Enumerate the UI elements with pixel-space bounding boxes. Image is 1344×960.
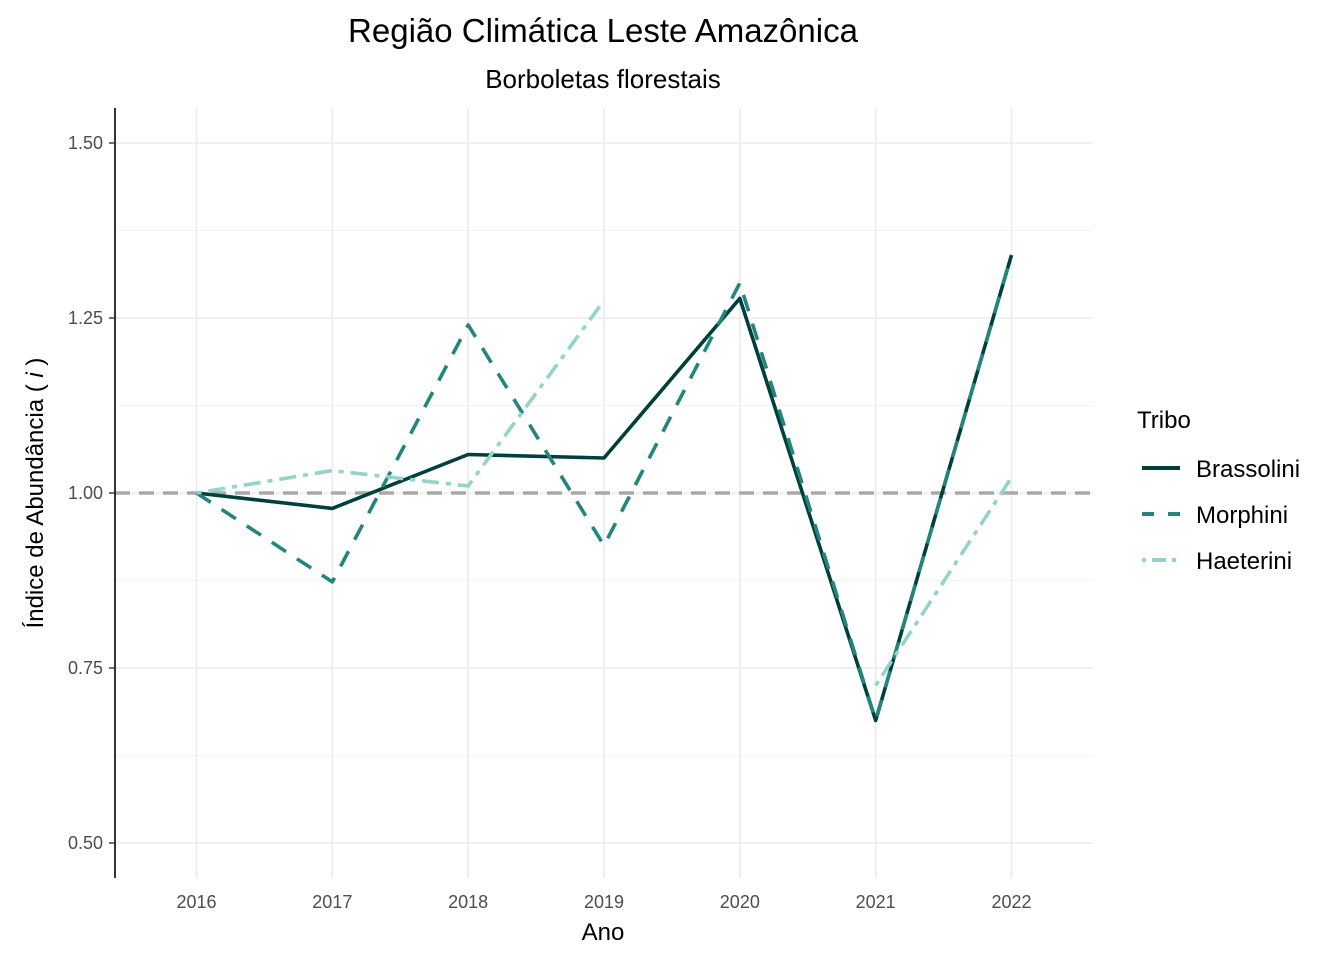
y-tick-label: 0.50: [68, 833, 103, 853]
series-line-haeterini: [196, 299, 606, 495]
y-tick-label: 1.50: [68, 133, 103, 153]
series-line-brassolini: [196, 254, 1014, 723]
series-line-haeterini: [874, 476, 1014, 687]
x-tick-label: 2022: [991, 892, 1031, 912]
legend-title: Tribo: [1137, 407, 1191, 434]
y-axis-title: Índice de Abundância ( i ): [22, 358, 49, 629]
y-axis-title-italic: i: [22, 372, 49, 378]
y-tick-label: 1.25: [68, 308, 103, 328]
y-tick-label: 1.00: [68, 483, 103, 503]
x-tick-label: 2018: [448, 892, 488, 912]
x-axis-title: Ano: [582, 919, 625, 946]
legend-label-brassolini: Brassolini: [1196, 456, 1300, 483]
series-line-morphini: [195, 254, 1014, 723]
x-tick-label: 2019: [584, 892, 624, 912]
y-axis-title-suffix: ): [22, 358, 49, 373]
series-lines: [195, 254, 1014, 723]
legend-label-haeterini: Haeterini: [1196, 548, 1292, 575]
y-axis-title-prefix: Índice de Abundância (: [22, 378, 49, 629]
chart-title: Região Climática Leste Amazônica: [348, 12, 859, 49]
x-tick-label: 2020: [720, 892, 760, 912]
legend-label-morphini: Morphini: [1196, 502, 1288, 529]
x-tick-labels: 2016 2017 2018 2019 2020 2021 2022: [176, 892, 1031, 912]
x-tick-label: 2021: [856, 892, 896, 912]
chart-subtitle: Borboletas florestais: [485, 64, 721, 94]
y-tick-labels: 0.50 0.75 1.00 1.25 1.50: [68, 133, 115, 853]
x-tick-label: 2016: [176, 892, 216, 912]
x-tick-label: 2017: [312, 892, 352, 912]
y-tick-label: 0.75: [68, 658, 103, 678]
legend: Tribo Brassolini Morphini Haeterini: [1137, 407, 1300, 575]
